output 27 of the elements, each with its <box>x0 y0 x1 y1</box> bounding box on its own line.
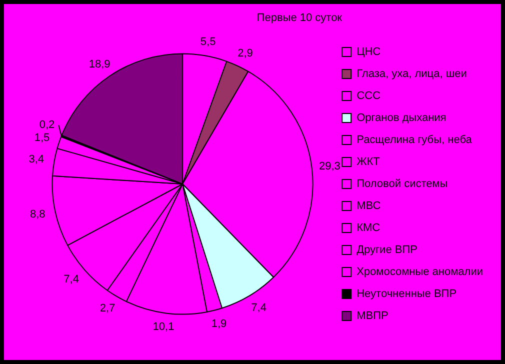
legend-label: Расщелина губы, неба <box>356 134 473 146</box>
data-label: 18,9 <box>88 58 110 70</box>
data-label: 2,9 <box>238 47 253 60</box>
data-label: 0,2 <box>39 119 55 132</box>
legend-label: КМС <box>356 222 380 234</box>
data-label: 7,4 <box>64 273 79 286</box>
legend-label: МВС <box>356 200 381 212</box>
data-label: 29,3 <box>319 160 340 172</box>
legend-label: Глаза, уха, лица, шеи <box>356 68 467 80</box>
legend-label: Органов дыхания <box>356 112 446 124</box>
data-label: 3,4 <box>28 154 44 166</box>
chart-title: Первые 10 суток <box>256 12 342 24</box>
data-label: 1,9 <box>211 318 227 330</box>
legend-label: ЦНС <box>356 46 381 58</box>
data-label: 1,5 <box>34 132 50 144</box>
legend-label: ССС <box>356 90 380 102</box>
legend-label: Половой системы <box>356 178 448 190</box>
legend-label: Хромосомные аномалии <box>356 266 484 278</box>
data-label: 5,5 <box>200 36 216 48</box>
data-label: 7,4 <box>251 302 266 314</box>
data-label: 8,8 <box>30 208 46 221</box>
legend-label: ЖКТ <box>356 156 380 168</box>
data-label: 2,7 <box>100 302 116 314</box>
legend-label: МВПР <box>356 310 388 322</box>
legend-label: Неуточненные ВПР <box>356 288 457 300</box>
data-label: 10,1 <box>152 321 174 334</box>
legend-label: Другие ВПР <box>356 244 418 256</box>
